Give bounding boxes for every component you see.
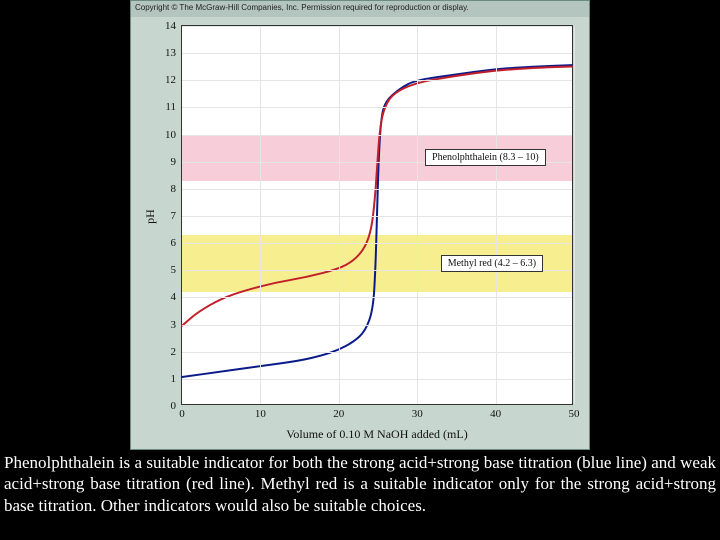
gridline-h	[182, 379, 572, 380]
x-tick-label: 10	[255, 404, 266, 420]
y-tick-label: 10	[165, 129, 182, 141]
y-tick-label: 11	[165, 101, 182, 113]
gridline-v	[574, 26, 575, 404]
figure-container: Copyright © The McGraw-Hill Companies, I…	[130, 0, 590, 450]
strong-acid-curve	[182, 65, 572, 377]
gridline-h	[182, 135, 572, 136]
y-tick-label: 9	[171, 156, 183, 168]
y-tick-label: 1	[171, 373, 183, 385]
phenolphthalein-band-label: Phenolphthalein (8.3 – 10)	[425, 149, 546, 166]
gridline-v	[496, 26, 497, 404]
y-tick-label: 13	[165, 47, 182, 59]
methyl-red-band-label: Methyl red (4.2 – 6.3)	[441, 255, 543, 272]
gridline-h	[182, 325, 572, 326]
x-tick-label: 0	[179, 404, 185, 420]
x-tick-label: 50	[569, 404, 580, 420]
x-axis-label: Volume of 0.10 M NaOH added (mL)	[181, 427, 573, 442]
gridline-v	[339, 26, 340, 404]
caption-text: Phenolphthalein is a suitable indicator …	[4, 452, 716, 516]
y-tick-label: 3	[171, 319, 183, 331]
copyright-text: Copyright © The McGraw-Hill Companies, I…	[131, 1, 589, 17]
y-tick-label: 14	[165, 20, 182, 32]
gridline-h	[182, 352, 572, 353]
titration-plot: 0123456789101112131401020304050Phenolpht…	[181, 25, 573, 405]
gridline-h	[182, 243, 572, 244]
gridline-h	[182, 189, 572, 190]
y-tick-label: 6	[171, 237, 183, 249]
y-tick-label: 8	[171, 183, 183, 195]
gridline-h	[182, 26, 572, 27]
gridline-h	[182, 216, 572, 217]
y-axis-label: pH	[143, 209, 158, 224]
x-tick-label: 40	[490, 404, 501, 420]
gridline-v	[417, 26, 418, 404]
y-tick-label: 12	[165, 74, 182, 86]
gridline-h	[182, 297, 572, 298]
gridline-h	[182, 80, 572, 81]
x-tick-label: 30	[412, 404, 423, 420]
y-tick-label: 2	[171, 346, 183, 358]
y-tick-label: 7	[171, 210, 183, 222]
curves-layer	[182, 26, 572, 404]
x-tick-label: 20	[333, 404, 344, 420]
gridline-h	[182, 107, 572, 108]
y-tick-label: 4	[171, 291, 183, 303]
gridline-h	[182, 53, 572, 54]
y-tick-label: 5	[171, 264, 183, 276]
gridline-v	[260, 26, 261, 404]
